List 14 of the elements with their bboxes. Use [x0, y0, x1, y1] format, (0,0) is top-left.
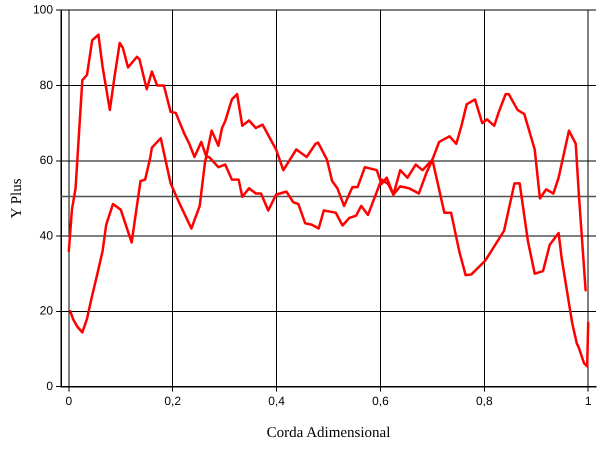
x-tick-label: 0,4 [268, 394, 286, 408]
y-axis-title: Y Plus [8, 178, 25, 218]
x-tick-label: 0 [65, 394, 72, 408]
x-tick-label: 1 [584, 394, 592, 408]
y-tick-label: 60 [40, 153, 54, 168]
y-tick-label: 80 [40, 78, 54, 92]
x-axis-title: Corda Adimensional [266, 424, 390, 441]
x-tick-label: 0,8 [476, 394, 493, 408]
x-tick-label: 0,6 [372, 394, 390, 408]
y-tick-label: 0 [46, 378, 54, 393]
y-tick-label: 40 [40, 228, 54, 242]
y-tick-label: 20 [40, 304, 54, 318]
x-tick-label: 0,2 [164, 394, 182, 408]
y-tick-label: 100 [32, 2, 54, 17]
